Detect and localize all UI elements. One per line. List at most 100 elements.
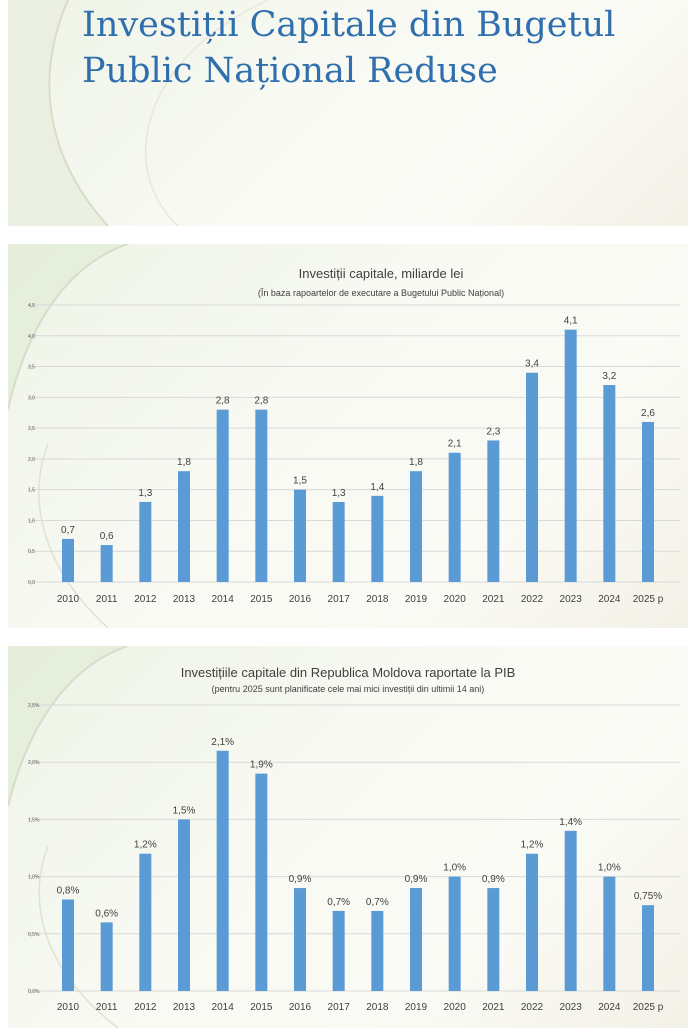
data-label: 1,5%: [173, 805, 196, 816]
y-tick-label: 1,0%: [28, 875, 40, 881]
data-label: 1,3: [332, 488, 346, 499]
data-label: 0,8%: [57, 885, 80, 896]
bar: [526, 853, 538, 991]
data-label: 0,6: [100, 531, 114, 542]
x-tick-label: 2016: [289, 594, 312, 605]
data-label: 2,8: [254, 396, 268, 407]
bar: [216, 409, 229, 582]
x-tick-label: 2018: [366, 594, 389, 605]
bar: [448, 876, 461, 991]
bar: [603, 876, 616, 991]
x-tick-label: 2024: [598, 1002, 621, 1013]
bar: [178, 819, 190, 991]
y-tick-label: 0,0: [28, 580, 35, 586]
data-label: 1,8: [409, 457, 423, 468]
title-slide: Investiții Capitale din Bugetul Public N…: [8, 0, 688, 226]
bar: [487, 888, 500, 991]
x-tick-label: 2011: [96, 1002, 118, 1013]
x-tick-label: 2013: [173, 1002, 196, 1013]
y-tick-label: 4,5: [28, 303, 35, 309]
bar: [139, 853, 152, 991]
x-tick-label: 2012: [134, 1002, 157, 1013]
x-tick-label: 2014: [212, 594, 235, 605]
data-label: 0,7: [61, 525, 75, 536]
data-label: 1,4: [370, 482, 384, 493]
investments-gdp-panel: Investițiile capitale din Republica Mold…: [8, 646, 688, 1028]
data-label: 0,9%: [289, 874, 312, 885]
bar: [448, 452, 461, 582]
data-label: 1,4%: [559, 817, 582, 828]
x-tick-label: 2018: [366, 1002, 389, 1013]
bar: [62, 538, 74, 582]
data-label: 2,8: [216, 396, 230, 407]
y-tick-label: 1,5%: [28, 817, 40, 823]
bar: [178, 471, 190, 582]
x-tick-label: 2019: [405, 594, 428, 605]
data-label: 2,1: [448, 439, 462, 450]
data-label: 1,9%: [250, 760, 273, 771]
bar: [332, 501, 345, 582]
bar: [371, 495, 384, 582]
capital-investments-chart: Investiții capitale, miliarde lei (În baz…: [28, 266, 680, 605]
bar: [642, 421, 654, 582]
capital-investments-panel: Investiții capitale, miliarde lei (În baz…: [8, 244, 688, 628]
bar: [487, 440, 500, 582]
data-label: 0,7%: [327, 897, 350, 908]
investments-gdp-chart: Investițiile capitale din Republica Mold…: [28, 665, 680, 1013]
x-tick-label: 2012: [134, 594, 157, 605]
y-tick-label: 0,5%: [28, 932, 40, 938]
x-tick-label: 2019: [405, 1002, 428, 1013]
x-tick-label: 2020: [444, 594, 467, 605]
x-tick-label: 2015: [250, 594, 273, 605]
data-label: 0,9%: [405, 874, 428, 885]
data-label: 0,9%: [482, 874, 505, 885]
y-tick-label: 2,0: [28, 457, 35, 463]
y-tick-label: 1,5: [28, 488, 35, 494]
chart-title: Investiții capitale, miliarde lei: [299, 266, 464, 281]
y-tick-label: 2,5: [28, 426, 35, 432]
data-label: 3,2: [602, 371, 616, 382]
x-tick-label: 2011: [96, 594, 118, 605]
bar: [371, 910, 384, 991]
y-tick-label: 1,0: [28, 518, 35, 524]
bar: [62, 899, 74, 991]
bar: [526, 372, 538, 582]
x-tick-label: 2010: [57, 594, 80, 605]
data-label: 0,7%: [366, 897, 389, 908]
x-tick-label: 2023: [560, 1002, 583, 1013]
bar: [255, 409, 268, 582]
slide-title-line-2: Public Național Reduse: [82, 51, 498, 91]
x-tick-label: 2021: [482, 594, 505, 605]
y-tick-label: 2,5%: [28, 703, 40, 709]
data-label: 2,1%: [211, 737, 234, 748]
x-tick-label: 2017: [328, 1002, 351, 1013]
chart-subtitle: (În baza rapoartelor de executare a Buge…: [258, 288, 504, 298]
bar: [603, 385, 616, 582]
x-tick-label: 2023: [560, 594, 583, 605]
bar: [100, 922, 113, 991]
bar: [332, 910, 345, 991]
chart-subtitle: (pentru 2025 sunt planificate cele mai m…: [212, 684, 485, 694]
x-tick-label: 2025 p: [633, 594, 664, 605]
chart-title: Investițiile capitale din Republica Mold…: [181, 665, 516, 680]
data-label: 1,8: [177, 457, 191, 468]
bar: [564, 830, 577, 991]
x-tick-label: 2014: [212, 1002, 235, 1013]
y-tick-label: 0,0%: [28, 989, 40, 995]
data-label: 3,4: [525, 359, 539, 370]
bar: [139, 501, 152, 582]
y-tick-label: 2,0%: [28, 760, 40, 766]
x-tick-label: 2016: [289, 1002, 312, 1013]
y-tick-label: 4,0: [28, 334, 35, 340]
x-tick-label: 2020: [444, 1002, 467, 1013]
x-tick-label: 2010: [57, 1002, 80, 1013]
bar: [410, 888, 422, 991]
bar: [216, 750, 229, 991]
data-label: 2,6: [641, 408, 655, 419]
x-tick-label: 2015: [250, 1002, 273, 1013]
data-label: 4,1: [564, 316, 578, 327]
x-tick-label: 2022: [521, 594, 544, 605]
slide-title-line-1: Investiții Capitale din Bugetul: [82, 5, 616, 45]
x-tick-label: 2022: [521, 1002, 544, 1013]
bar: [294, 888, 306, 991]
